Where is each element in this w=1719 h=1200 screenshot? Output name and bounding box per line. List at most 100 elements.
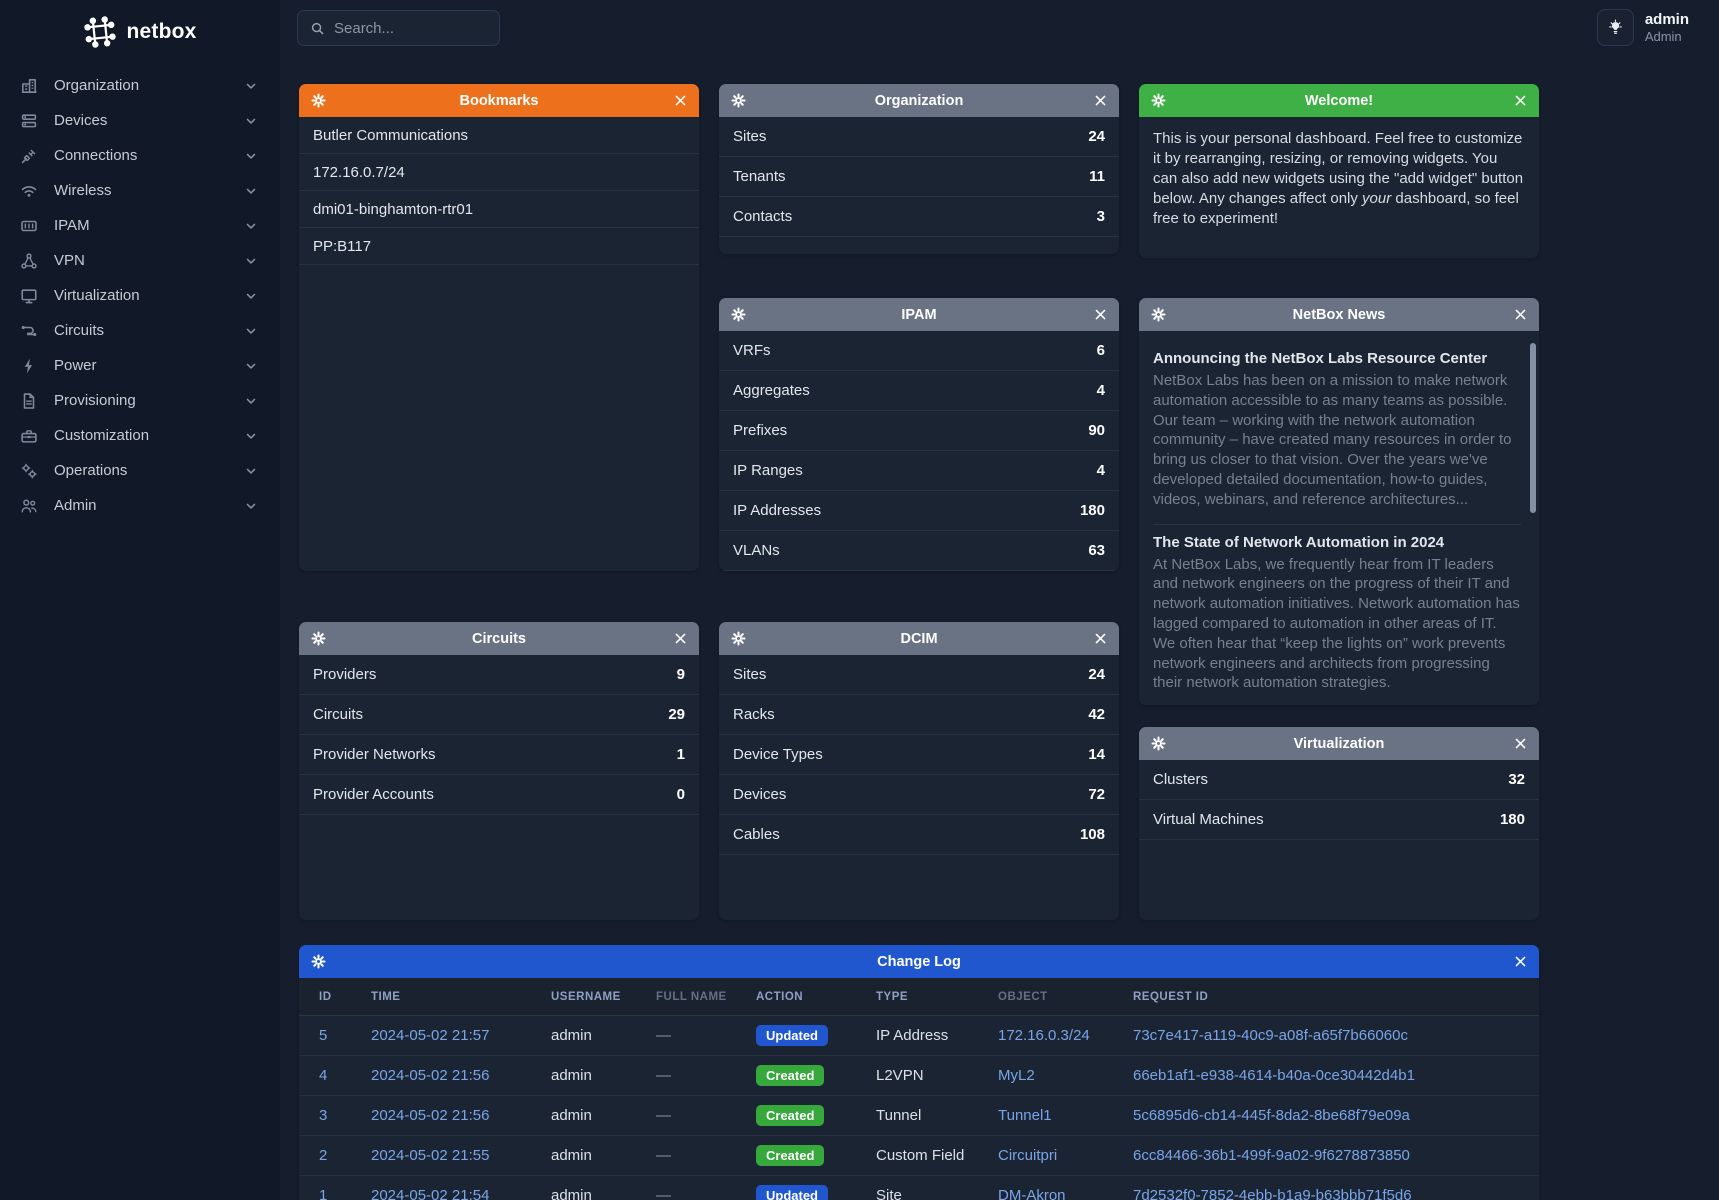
user-menu[interactable]: admin Admin <box>1645 11 1689 45</box>
column-header-username[interactable]: USERNAME <box>551 990 621 1003</box>
chevron-down-icon <box>244 324 258 338</box>
change-time-link[interactable]: 2024-05-02 21:56 <box>371 1107 490 1124</box>
stat-label[interactable]: Clusters <box>1153 771 1209 788</box>
change-time-link[interactable]: 2024-05-02 21:54 <box>371 1187 490 1200</box>
sidebar-item-customization[interactable]: Customization <box>0 418 280 453</box>
change-id-link[interactable]: 1 <box>319 1187 328 1200</box>
widget-title: NetBox News <box>1292 306 1386 323</box>
change-request-id-link[interactable]: 7d2532f0-7852-4ebb-b1a9-b63bbb71f5d6 <box>1133 1187 1412 1200</box>
change-request-id-link[interactable]: 66eb1af1-e938-4614-b40a-0ce30442d4b1 <box>1133 1067 1415 1084</box>
stat-value: 9 <box>676 666 685 683</box>
action-badge: Created <box>756 1105 825 1126</box>
news-article-body: At NetBox Labs, we frequently hear from … <box>1153 555 1520 692</box>
change-time-link[interactable]: 2024-05-02 21:56 <box>371 1067 490 1084</box>
stat-row: Sites 24 <box>719 117 1119 157</box>
change-id-link[interactable]: 5 <box>319 1027 328 1044</box>
circuits-widget: Circuits Providers 9 Circuits 29 Provide… <box>299 622 699 920</box>
news-widget-header: NetBox News <box>1139 298 1539 331</box>
stat-label[interactable]: Provider Accounts <box>313 786 434 803</box>
column-header-time[interactable]: TIME <box>371 990 401 1003</box>
chevron-down-icon <box>244 429 258 443</box>
stat-label[interactable]: Sites <box>733 666 767 683</box>
change-id-link[interactable]: 4 <box>319 1067 328 1084</box>
sidebar-item-operations[interactable]: Operations <box>0 453 280 488</box>
stat-label[interactable]: Tenants <box>733 168 786 185</box>
stat-label[interactable]: Sites <box>733 128 767 145</box>
sidebar-item-label: Admin <box>54 497 97 514</box>
stat-label[interactable]: IP Ranges <box>733 462 803 479</box>
sidebar-item-circuits[interactable]: Circuits <box>0 313 280 348</box>
stat-label[interactable]: Devices <box>733 786 787 803</box>
stat-label[interactable]: IP Addresses <box>733 502 822 519</box>
sidebar-item-label: Devices <box>54 112 108 129</box>
change-object-link[interactable]: DM-Akron <box>998 1187 1066 1200</box>
sidebar-item-wireless[interactable]: Wireless <box>0 173 280 208</box>
stat-label[interactable]: VRFs <box>733 342 771 359</box>
change-request-id-link[interactable]: 73c7e417-a119-40c9-a08f-a65f7b66060c <box>1133 1027 1408 1044</box>
stat-label[interactable]: VLANs <box>733 542 780 559</box>
news-headline[interactable]: The State of Network Automation in 2024 <box>1153 533 1445 551</box>
change-username: admin <box>551 1027 592 1044</box>
column-header-type[interactable]: TYPE <box>876 990 909 1003</box>
change-object-link[interactable]: 172.16.0.3/24 <box>998 1027 1090 1044</box>
bookmark-link[interactable]: PP:B117 <box>299 228 699 265</box>
column-header-action[interactable]: ACTION <box>756 990 804 1003</box>
change-username: admin <box>551 1067 592 1084</box>
stat-label[interactable]: Cables <box>733 826 780 843</box>
change-time-link[interactable]: 2024-05-02 21:57 <box>371 1027 490 1044</box>
sidebar-item-devices[interactable]: Devices <box>0 103 280 138</box>
change-time-link[interactable]: 2024-05-02 21:55 <box>371 1147 490 1164</box>
sidebar-item-organization[interactable]: Organization <box>0 68 280 103</box>
stat-label[interactable]: Circuits <box>313 706 364 723</box>
stat-row: Aggregates 4 <box>719 371 1119 411</box>
news-scrollbar[interactable] <box>1530 343 1536 513</box>
column-header-id[interactable]: ID <box>319 990 332 1003</box>
sidebar-item-connections[interactable]: Connections <box>0 138 280 173</box>
change-object-link[interactable]: MyL2 <box>998 1067 1035 1084</box>
stat-row: Clusters 32 <box>1139 760 1539 800</box>
stat-row: Devices 72 <box>719 775 1119 815</box>
widget-title: Organization <box>874 92 964 109</box>
stat-label[interactable]: Contacts <box>733 208 793 225</box>
chevron-down-icon <box>244 499 258 513</box>
bookmark-link[interactable]: 172.16.0.7/24 <box>299 154 699 191</box>
sidebar-item-power[interactable]: Power <box>0 348 280 383</box>
stat-label[interactable]: Device Types <box>733 746 823 763</box>
stat-label[interactable]: Prefixes <box>733 422 788 439</box>
stat-label[interactable]: Provider Networks <box>313 746 436 763</box>
sidebar-item-provisioning[interactable]: Provisioning <box>0 383 280 418</box>
column-header-object: OBJECT <box>998 990 1048 1003</box>
theme-toggle-button[interactable] <box>1596 9 1634 46</box>
search-box[interactable] <box>297 10 500 46</box>
netbox-logo[interactable]: netbox <box>0 0 280 52</box>
bookmark-link[interactable]: Butler Communications <box>299 117 699 154</box>
change-request-id-link[interactable]: 6cc84466-36b1-499f-9a02-9f6278873850 <box>1133 1147 1410 1164</box>
stat-label[interactable]: Providers <box>313 666 377 683</box>
action-cell: Created <box>756 1105 876 1126</box>
column-header-request-id[interactable]: REQUEST ID <box>1133 990 1209 1003</box>
sidebar-item-admin[interactable]: Admin <box>0 488 280 523</box>
sidebar-item-vpn[interactable]: VPN <box>0 243 280 278</box>
sidebar-item-ipam[interactable]: IPAM <box>0 208 280 243</box>
change-request-id-link[interactable]: 5c6895d6-cb14-445f-8da2-8be68f79e09a <box>1133 1107 1410 1124</box>
widget-title: DCIM <box>900 630 938 647</box>
bookmark-link[interactable]: dmi01-binghamton-rtr01 <box>299 191 699 228</box>
stat-label[interactable]: Racks <box>733 706 775 723</box>
changelog-row: 1 2024-05-02 21:54 admin — Updated Site … <box>299 1176 1539 1200</box>
sidebar-item-virtualization[interactable]: Virtualization <box>0 278 280 313</box>
change-id-link[interactable]: 2 <box>319 1147 328 1164</box>
chevron-down-icon <box>244 464 258 478</box>
news-headline[interactable]: Announcing the NetBox Labs Resource Cent… <box>1153 350 1488 367</box>
search-input[interactable] <box>334 19 487 37</box>
stat-row: Contacts 3 <box>719 197 1119 237</box>
stat-label[interactable]: Aggregates <box>733 382 810 399</box>
change-id-link[interactable]: 3 <box>319 1107 328 1124</box>
sidebar-item-label: Wireless <box>54 182 112 199</box>
stat-label[interactable]: Virtual Machines <box>1153 811 1264 828</box>
news-widget: NetBox News Announcing the NetBox Labs R… <box>1139 298 1539 705</box>
stat-value: 90 <box>1088 422 1105 439</box>
change-object-link[interactable]: Tunnel1 <box>998 1107 1052 1124</box>
sidebar-item-label: Power <box>54 357 97 374</box>
change-object-link[interactable]: Circuitpri <box>998 1147 1058 1164</box>
stat-value: 180 <box>1079 502 1105 519</box>
